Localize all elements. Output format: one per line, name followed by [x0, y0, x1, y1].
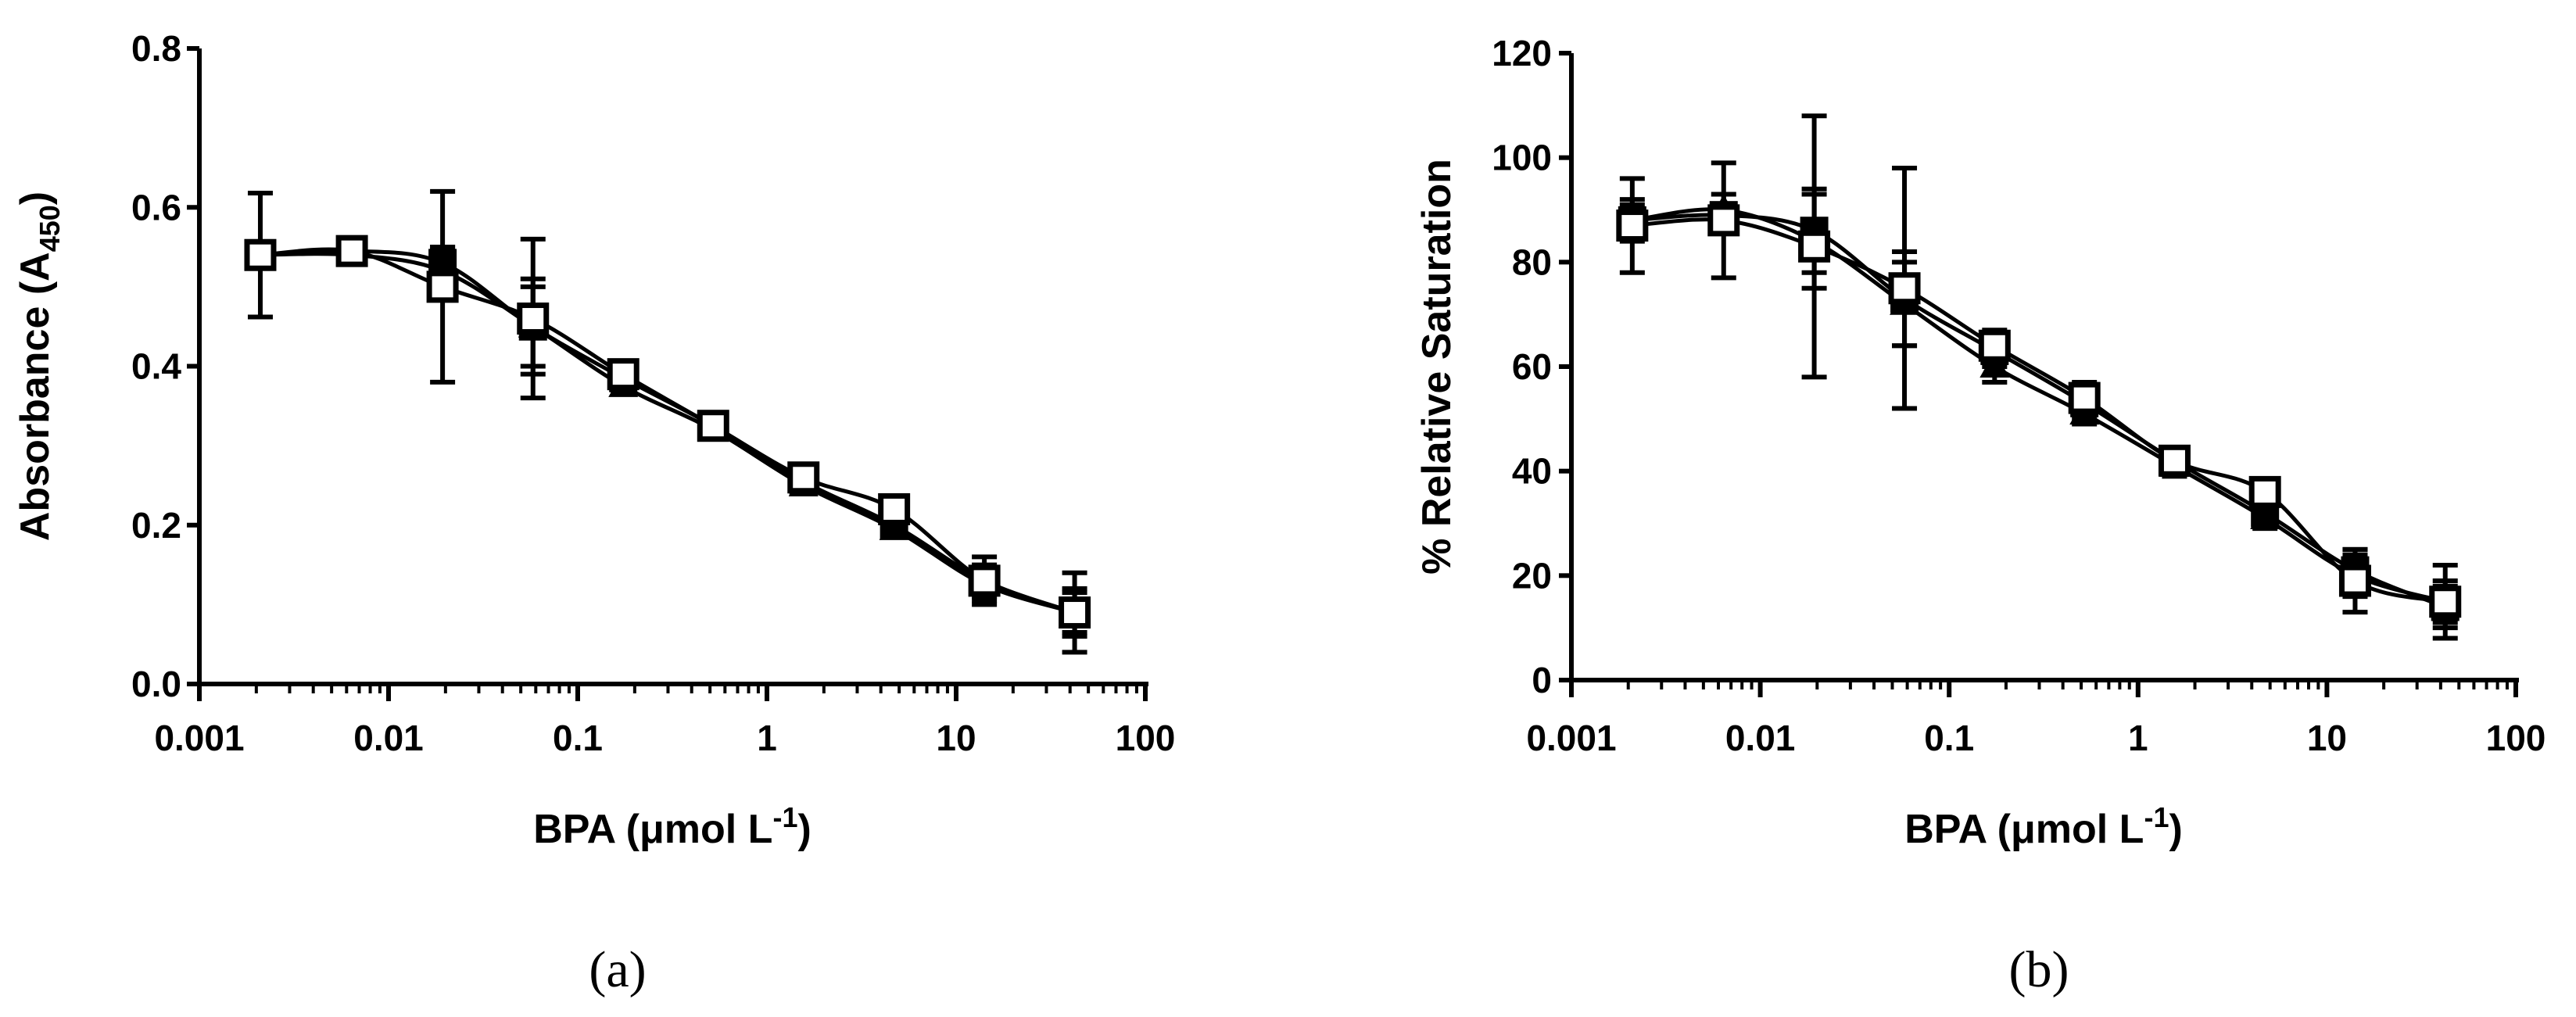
y-tick-label: 40 [1512, 451, 1552, 492]
panel-a: 0.0 0.2 0.4 0.6 0.8 0.001 0.01 0.1 1 10 100 BPA (μm… [13, 28, 1175, 998]
y-tick-label: 0.4 [131, 346, 181, 387]
y-tick-label: 20 [1512, 555, 1552, 596]
data-point-open-square [244, 238, 277, 271]
x-tick-label: 10 [2307, 718, 2347, 758]
x-axis-title-end: ) [797, 807, 811, 852]
series-line-open-square [260, 247, 1076, 614]
data-point-open-square [1707, 204, 1740, 237]
data-point-open-square [2068, 381, 2101, 414]
y-tick-label: 100 [1492, 138, 1552, 178]
series-line-filled-square [1632, 213, 2446, 609]
y-axis-title: % Relative Saturation [1414, 159, 1460, 575]
data-point-open-square [1616, 209, 1649, 242]
x-tick-label: 0.01 [353, 718, 424, 758]
x-tick-label: 1 [2128, 718, 2148, 758]
y-tick-label: 0.6 [131, 187, 181, 227]
data-point-open-square [1798, 230, 1831, 263]
data-point-open-square [1059, 596, 1091, 629]
x-tick-label: 0.001 [1526, 718, 1616, 758]
data-point-filled-triangle [2250, 502, 2280, 529]
x-tick-label: 0.001 [154, 718, 244, 758]
y-tick-label: 0.2 [131, 505, 181, 546]
x-axis-title: BPA (μmol L-1) [533, 801, 811, 852]
x-tick-label: 0.1 [553, 718, 603, 758]
x-tick-label: 0.01 [1725, 718, 1796, 758]
data-point-open-square [697, 410, 729, 442]
data-point-open-square [517, 303, 550, 335]
y-tick-label: 0.8 [131, 28, 181, 69]
x-tick-label: 1 [757, 718, 777, 758]
data-point-open-square [787, 461, 820, 494]
data-point-open-square [1888, 272, 1921, 305]
data-point-open-square [2338, 564, 2371, 597]
data-point-open-square [2158, 444, 2191, 477]
x-tick-label: 100 [1116, 718, 1176, 758]
data-point-open-square [607, 358, 640, 391]
x-tick-label: 0.1 [1924, 718, 1974, 758]
panel-label: (b) [2009, 941, 2069, 998]
x-axis-title-sup: -1 [772, 801, 797, 833]
data-point-open-square [426, 270, 459, 303]
data-point-open-square [2248, 475, 2281, 508]
y-axis-title-main: Absorbance (A [13, 252, 58, 541]
y-axis-title-end: ) [13, 192, 58, 205]
y-axis-title: Absorbance (A450) [13, 192, 66, 541]
panel-b: 0 20 40 60 80 100 120 0.001 0.01 0.1 1 10 100 BPA (μm… [1414, 33, 2546, 998]
series-line-filled-triangle [1632, 207, 2446, 604]
y-tick-label: 60 [1512, 346, 1552, 387]
x-axis-title-sup: -1 [2144, 801, 2169, 833]
data-point-open-square [2429, 585, 2462, 618]
y-axis-title-sub: 450 [34, 205, 66, 252]
data-point-open-square [878, 492, 911, 525]
x-axis-title: BPA (μmol L-1) [1904, 801, 2183, 852]
panel-label: (a) [589, 941, 646, 998]
y-tick-label: 80 [1512, 242, 1552, 282]
series-line-open-square [1632, 217, 2446, 604]
x-tick-label: 100 [2486, 718, 2546, 758]
y-tick-label: 0 [1532, 660, 1552, 700]
x-axis-title-main: BPA (μmol L [1904, 807, 2144, 852]
data-point-open-square [968, 564, 1001, 597]
x-tick-label: 10 [936, 718, 976, 758]
y-tick-label: 0.0 [131, 664, 181, 704]
data-point-open-square [1978, 329, 2011, 362]
data-point-filled-triangle [879, 513, 909, 540]
x-axis-title-end: ) [2169, 807, 2182, 852]
y-tick-label: 120 [1492, 33, 1552, 73]
series-line-filled-triangle [260, 252, 1076, 614]
data-point-open-square [335, 235, 368, 267]
x-axis-title-main: BPA (μmol L [533, 807, 772, 852]
y-axis-title-main: % Relative Saturation [1414, 159, 1460, 575]
data-point-filled-triangle [1979, 351, 2010, 378]
